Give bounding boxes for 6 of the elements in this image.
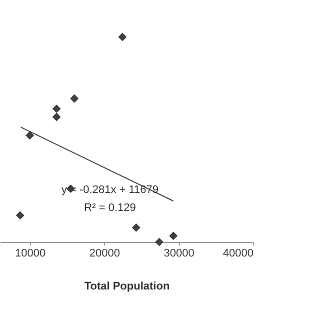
x-tick-label: 20000 (89, 248, 120, 260)
x-tick-label: 10000 (14, 248, 46, 260)
x-axis-title: Total Population (84, 280, 170, 292)
x-tick-label: 40000 (222, 248, 254, 260)
x-tick-label: 30000 (164, 248, 194, 260)
annotation: R² = 0.129 (84, 202, 136, 214)
